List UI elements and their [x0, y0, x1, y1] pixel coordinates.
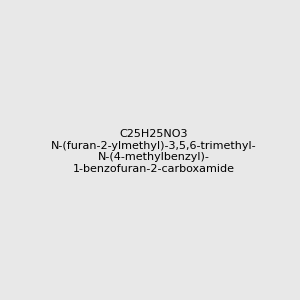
- Text: C25H25NO3
N-(furan-2-ylmethyl)-3,5,6-trimethyl-
N-(4-methylbenzyl)-
1-benzofuran: C25H25NO3 N-(furan-2-ylmethyl)-3,5,6-tri…: [51, 129, 256, 174]
